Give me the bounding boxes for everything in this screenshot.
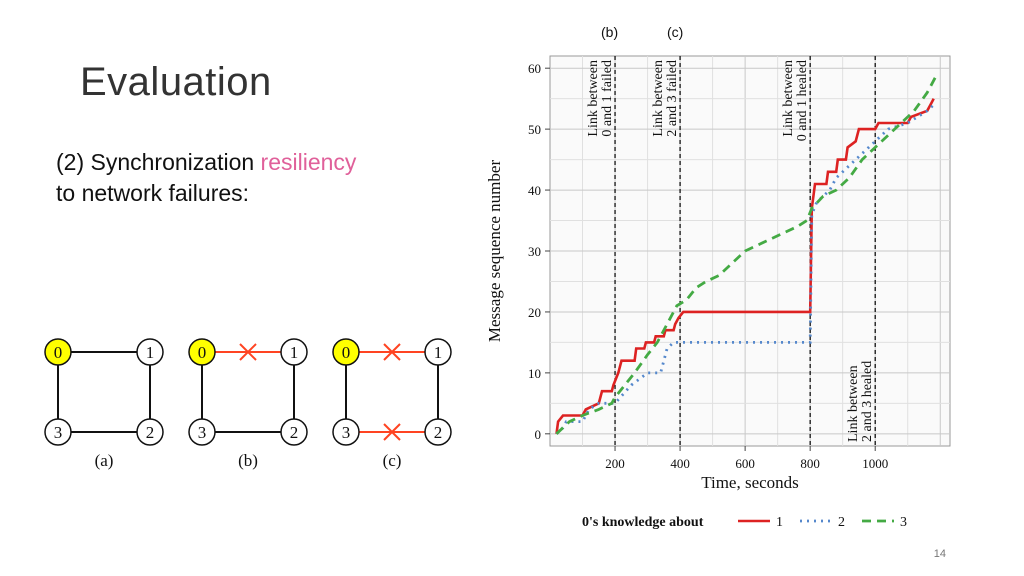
series-3-line — [555, 73, 939, 435]
node-circle — [136, 418, 164, 446]
event-label-line1: Link between — [781, 60, 796, 137]
y-tick-label: 40 — [528, 183, 541, 198]
event-label: Link between 2 and 3 failed — [651, 60, 680, 137]
node-circle — [188, 418, 216, 446]
x-tick-label: 600 — [735, 456, 755, 471]
series-1-line — [555, 98, 935, 434]
topology-diagrams: 0 1 3 2 (a) 0 1 3 2 (b) 0 1 3 2 (c) — [44, 338, 452, 470]
node-circle — [280, 418, 308, 446]
event-label: Link between 0 and 1 healed — [781, 60, 810, 141]
node-label: 2 — [434, 423, 443, 442]
event-label-line1: Link between — [651, 60, 666, 137]
slide-body-text: (2) Synchronization resiliency to networ… — [56, 147, 356, 209]
node-circle — [424, 418, 452, 446]
body-line-1: (2) Synchronization resiliency — [56, 147, 356, 178]
x-tick-label: 400 — [670, 456, 690, 471]
legend-label-1: 1 — [776, 515, 783, 530]
x-tick-label: 200 — [605, 456, 625, 471]
y-tick-label: 30 — [528, 244, 541, 259]
y-tick-label: 10 — [528, 366, 541, 381]
event-label-line1: Link between — [846, 365, 861, 442]
event-label-line2: 0 and 1 healed — [795, 60, 810, 141]
node-circle — [424, 338, 452, 366]
legend-title: 0's knowledge about — [582, 515, 704, 530]
topology-diagram: 0 1 3 2 (b) — [188, 338, 308, 470]
y-tick-label: 60 — [528, 61, 541, 76]
diagram-caption: (b) — [238, 451, 258, 470]
topology-diagram: 0 1 3 2 (c) — [332, 338, 452, 470]
node-circle — [136, 338, 164, 366]
y-axis-label: Message sequence number — [485, 160, 504, 343]
event-label: Link between 0 and 1 failed — [586, 60, 615, 137]
x-tick-label: 1000 — [862, 456, 888, 471]
node-label: 3 — [342, 423, 351, 442]
y-tick-label: 50 — [528, 122, 541, 137]
node-circle — [280, 338, 308, 366]
node-circle — [188, 338, 216, 366]
x-axis-label: Time, seconds — [701, 473, 799, 492]
y-tick-label: 20 — [528, 305, 541, 320]
node-circle — [332, 418, 360, 446]
body-highlight-word: resiliency — [260, 149, 357, 175]
node-label: 0 — [54, 343, 63, 362]
y-tick-label: 0 — [535, 427, 542, 442]
node-label: 3 — [54, 423, 63, 442]
event-label-line2: 0 and 1 failed — [600, 60, 615, 137]
sequence-chart: 0 10 20 30 40 50 60 200 400 600 800 1000 Time, secon… — [485, 55, 951, 530]
node-label: 2 — [290, 423, 299, 442]
x-tick-label: 800 — [800, 456, 820, 471]
body-line-2: to network failures: — [56, 180, 250, 206]
slide-title: Evaluation — [80, 60, 272, 104]
node-label: 1 — [146, 343, 155, 362]
event-label: Link between 2 and 3 healed — [846, 361, 875, 442]
event-label-line1: Link between — [586, 60, 601, 137]
top-label-c: (c) — [667, 24, 684, 40]
event-label-line2: 2 and 3 failed — [665, 60, 680, 137]
node-label: 1 — [434, 343, 443, 362]
failure-x-icon — [383, 343, 401, 361]
body-line-1-prefix: (2) Synchronization — [56, 149, 261, 175]
node-label: 2 — [146, 423, 155, 442]
page-number: 14 — [933, 548, 946, 560]
failure-x-icon — [383, 423, 401, 441]
node-circle — [44, 418, 72, 446]
topology-diagram: 0 1 3 2 (a) — [44, 338, 164, 470]
failure-x-icon — [239, 343, 257, 361]
diagram-caption: (a) — [95, 451, 114, 470]
node-label: 0 — [198, 343, 207, 362]
node-label: 1 — [290, 343, 299, 362]
node-circle — [332, 338, 360, 366]
node-label: 3 — [198, 423, 207, 442]
legend-label-3: 3 — [900, 515, 907, 530]
top-label-b: (b) — [601, 24, 619, 40]
event-label-line2: 2 and 3 healed — [860, 361, 875, 442]
diagram-caption: (c) — [383, 451, 402, 470]
node-label: 0 — [342, 343, 351, 362]
node-circle — [44, 338, 72, 366]
legend-label-2: 2 — [838, 515, 845, 530]
